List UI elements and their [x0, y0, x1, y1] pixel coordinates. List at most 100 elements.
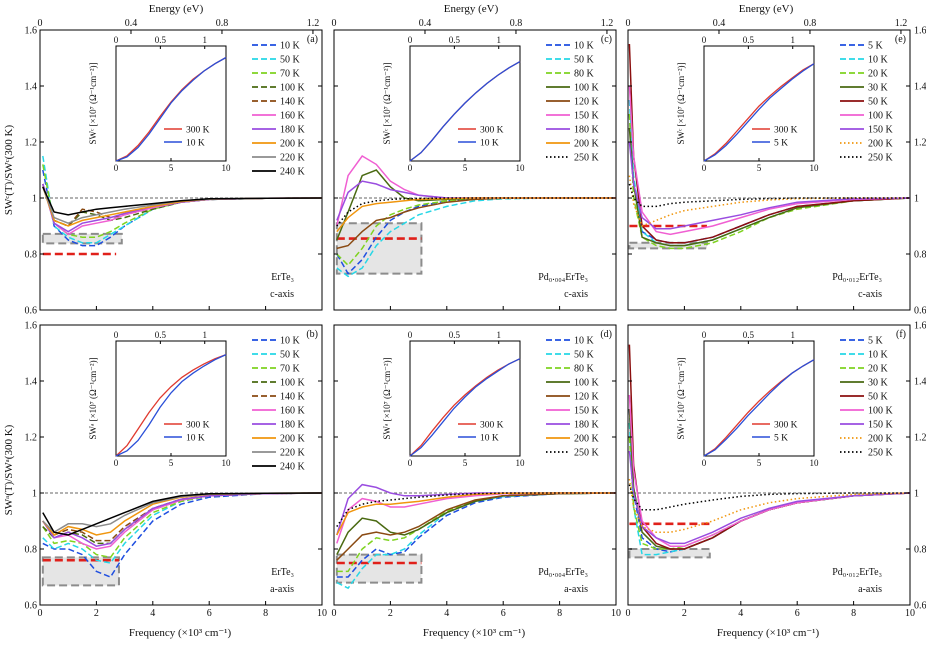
panel-label: (c) [601, 34, 612, 45]
legend-label: 240 K [280, 167, 306, 178]
x-tick-label: 0 [332, 608, 337, 619]
legend-label: 70 K [280, 69, 301, 80]
top-axis-label-left: Energy (eV) [149, 3, 204, 15]
series-line-250k [337, 198, 616, 226]
inset-x-tick-label: 5 [463, 458, 468, 468]
series-line-200k [43, 187, 322, 226]
bottom-axis-label-mid: Frequency (×10³ cm⁻¹) [423, 627, 526, 639]
inset-y-label: SWᶜ [×10⁷ (Ω⁻¹cm⁻²)] [88, 62, 98, 144]
y-axis-label-bottom: SWᵃ(T)/SWᵃ(300 K) [3, 424, 15, 515]
legend-label: 250 K [868, 448, 894, 459]
y-tick-label: 1.2 [25, 138, 38, 149]
sample-label: Pd₀.₀₀₄ErTe₃ [538, 567, 588, 578]
legend-label: 100 K [868, 111, 894, 122]
legend-label: 100 K [574, 83, 600, 94]
y-tick-label: 0.8 [25, 545, 38, 556]
inset-legend-label: 300 K [480, 421, 504, 431]
legend-label: 180 K [280, 420, 306, 431]
y-tick-label-right: 1.6 [914, 26, 926, 37]
inset-x-tick-label: 10 [810, 458, 820, 468]
inset-top-tick-label: 0.5 [743, 330, 755, 340]
sample-label: Pd₀.₀₀₄ErTe₃ [538, 272, 588, 283]
shaded-box [43, 234, 122, 244]
legend-label: 220 K [280, 448, 306, 459]
series-line-250k [629, 184, 910, 206]
y-tick-label-right: 1 [914, 194, 919, 205]
inset-top-tick-label: 0 [702, 330, 707, 340]
inset-x-tick-label: 10 [810, 163, 820, 173]
inset-legend-label: 300 K [186, 421, 210, 431]
x-tick-label: 10 [317, 608, 327, 619]
legend-label: 30 K [868, 83, 889, 94]
panel-label: (f) [896, 329, 906, 340]
series-line-150k [629, 451, 910, 543]
inset-frame [704, 341, 814, 456]
y-tick-label-right: 1 [914, 489, 919, 500]
y-tick-label: 1.2 [25, 433, 38, 444]
legend-label: 20 K [868, 364, 889, 375]
inset-legend-label: 5 K [774, 434, 788, 444]
legend-label: 10 K [868, 350, 889, 361]
shaded-box [337, 223, 422, 273]
top-tick-label: 0.4 [713, 18, 726, 29]
top-tick-label: 0.8 [804, 18, 817, 29]
inset-x-tick-label: 0 [114, 163, 119, 173]
x-tick-label: 2 [682, 608, 687, 619]
y-tick-label-right: 1.4 [914, 82, 926, 93]
series-line-250k [337, 493, 616, 527]
inset-x-tick-label: 10 [516, 163, 526, 173]
x-tick-label: 4 [444, 608, 449, 619]
axis-label: c-axis [270, 289, 294, 300]
legend-label: 160 K [280, 111, 306, 122]
legend-label: 50 K [574, 350, 595, 361]
top-tick-label: 0 [38, 18, 43, 29]
legend-label: 140 K [280, 97, 306, 108]
legend-label: 200 K [868, 434, 894, 445]
inset-y-label: SWᵃ [×10⁷ (Ω⁻¹cm⁻²)] [382, 357, 392, 439]
inset-x-tick-label: 0 [114, 458, 119, 468]
legend-label: 120 K [574, 392, 600, 403]
legend-label: 240 K [280, 462, 306, 473]
inset-y-label: SWᵃ [×10⁷ (Ω⁻¹cm⁻²)] [88, 357, 98, 439]
y-axis-label-top: SWᶜ(T)/SWᶜ(300 K) [3, 125, 15, 216]
inset-legend-label: 300 K [774, 421, 798, 431]
inset-x-tick-label: 5 [463, 163, 468, 173]
inset-legend-label: 5 K [774, 139, 788, 149]
legend-label: 5 K [868, 336, 884, 347]
inset-frame [116, 341, 226, 456]
panel-label: (d) [600, 329, 612, 340]
inset-top-tick-label: 1 [202, 330, 207, 340]
top-tick-label: 0.4 [125, 18, 138, 29]
inset-top-tick-label: 1 [790, 330, 795, 340]
legend-label: 200 K [280, 434, 306, 445]
legend-label: 100 K [280, 378, 306, 389]
inset-legend-label: 10 K [480, 434, 499, 444]
inset-top-tick-label: 0 [408, 330, 413, 340]
top-tick-label: 1.2 [307, 18, 320, 29]
top-tick-label: 1.2 [895, 18, 908, 29]
x-tick-label: 8 [557, 608, 562, 619]
legend-label: 20 K [868, 69, 889, 80]
top-axis-label-right: Energy (eV) [739, 3, 794, 15]
y-tick-label: 1.6 [25, 321, 38, 332]
legend-label: 200 K [280, 139, 306, 150]
inset-legend-label: 10 K [480, 139, 499, 149]
bottom-axis-label-left: Frequency (×10³ cm⁻¹) [129, 627, 232, 639]
inset-top-tick-label: 1 [790, 35, 795, 45]
y-tick-label: 1.6 [25, 26, 38, 37]
legend-label: 150 K [574, 111, 600, 122]
legend-label: 50 K [280, 350, 301, 361]
legend-label: 120 K [574, 97, 600, 108]
legend-label: 180 K [574, 125, 600, 136]
sample-label: Pd₀.₀₁₂ErTe₃ [832, 272, 882, 283]
series-line-220k [43, 187, 322, 223]
